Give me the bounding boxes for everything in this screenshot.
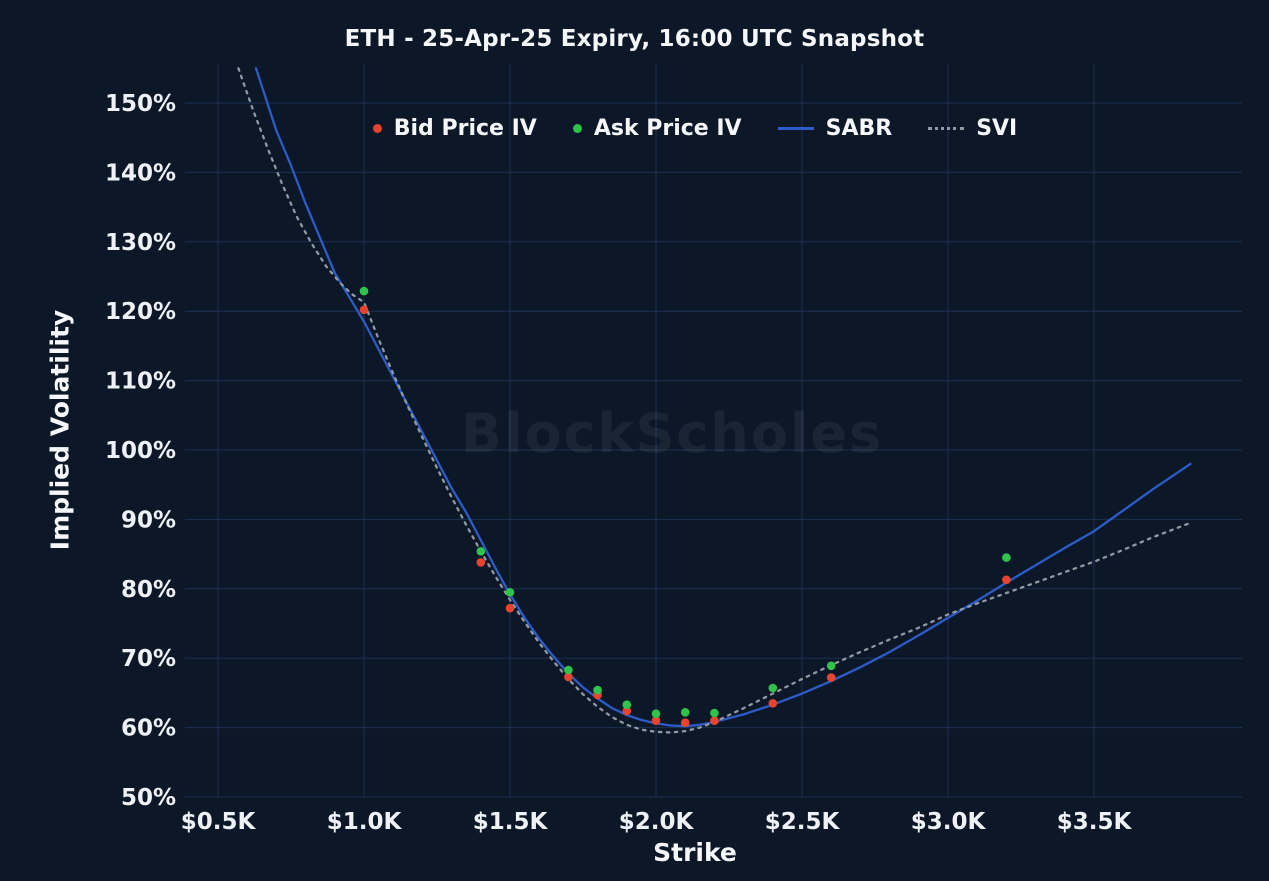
legend-label-svi: SVI [976,116,1018,141]
ask-point [768,683,778,693]
legend-label-sabr: SABR [825,116,893,141]
x-tick-label: $3.5K [1057,809,1133,835]
bid-point [359,305,369,315]
legend-item-bid: Bid Price IV [372,116,537,141]
y-tick-label: 140% [105,160,176,186]
bid-point [710,716,719,725]
x-axis-title: Strike [653,838,737,867]
sabr-line-icon [777,127,814,130]
y-tick-label: 80% [121,577,176,603]
bid-point [505,603,515,613]
ask-point [622,700,632,709]
y-tick-label: 50% [121,785,176,811]
sabr-curve [254,67,1192,728]
bid-point [768,699,778,708]
ask-point [564,665,573,675]
y-tick-label: 130% [105,230,176,256]
legend-label-bid: Bid Price IV [393,116,537,141]
ask-point [1002,553,1011,562]
legend-item-svi: SVI [928,116,1017,141]
ask-point [476,547,486,556]
bid-point [1002,575,1011,585]
x-tick-label: $0.5K [181,809,257,835]
ask-point [680,708,690,717]
y-tick-label: 90% [121,507,176,533]
bid-point [651,716,661,725]
bid-point [826,673,836,682]
y-tick-label: 120% [105,299,176,325]
legend-label-ask: Ask Price IV [593,116,742,141]
y-tick-label: 150% [105,91,176,117]
y-tick-label: 110% [105,369,176,395]
x-tick-label: $1.0K [327,809,403,835]
x-tick-label: $1.5K [473,809,549,835]
legend-item-ask: Ask Price IV [572,116,742,141]
y-tick-label: 100% [105,438,176,464]
ask-point [826,661,836,671]
y-axis-title: Implied Volatility [45,309,75,551]
bid-point [564,672,573,682]
ask-point [710,708,719,718]
bid-point [476,558,486,567]
x-tick-label: $2.0K [619,809,695,835]
y-tick-label: 60% [121,716,176,742]
chart-legend: Bid Price IV Ask Price IV SABR SVI [185,116,1205,141]
y-tick-label: 70% [121,646,176,672]
x-tick-label: $3.0K [911,809,987,835]
legend-item-sabr: SABR [777,116,893,141]
x-tick-label: $2.5K [765,809,841,835]
ask-point [505,588,515,597]
ask-point [651,709,661,718]
bid-point [680,718,690,727]
watermark: BlockScholes [461,402,883,465]
bid-marker-icon [372,124,382,133]
svi-curve [237,67,1192,734]
bid-point [622,706,632,716]
svi-line-icon [928,127,965,130]
ask-point [359,286,369,296]
chart-title: ETH - 25-Apr-25 Expiry, 16:00 UTC Snapsh… [344,26,925,52]
ask-marker-icon [572,124,582,133]
ask-point [593,685,602,695]
